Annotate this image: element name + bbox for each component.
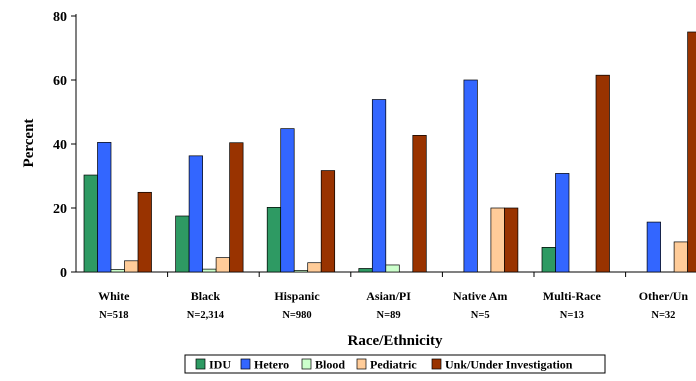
x-category-label: Black: [191, 289, 221, 303]
bar-pediatric-0: [124, 260, 139, 273]
x-category-label: Other/Un: [639, 289, 689, 303]
x-category-label: Native Am: [453, 289, 507, 303]
y-tick-label: 0: [60, 266, 67, 281]
legend-swatch-blood: [301, 358, 312, 370]
bar-unk-under-investigation-2: [320, 170, 336, 273]
legend-swatch-pediatric: [356, 358, 367, 370]
x-category-label: Hispanic: [274, 289, 320, 303]
legend-label: Hetero: [254, 358, 289, 372]
bar-hetero-0: [97, 142, 112, 273]
bar-unk-under-investigation-4: [504, 207, 519, 273]
legend-label: Blood: [315, 358, 345, 372]
legend: IDU Hetero Blood Pediatric Unk/Under Investi…: [184, 354, 606, 374]
legend-box: [184, 354, 606, 374]
bar-hetero-4: [463, 79, 478, 273]
x-category-n-label: N=2,314: [187, 310, 225, 321]
bar-unk-under-investigation-5: [595, 74, 610, 273]
legend-swatch-unk-under-investigation: [431, 358, 442, 370]
bar-idu-3: [358, 268, 373, 273]
bar-idu-0: [83, 174, 98, 273]
x-category-label: White: [98, 289, 130, 303]
x-category-n-label: N=32: [651, 310, 675, 321]
y-tick-label: 80: [53, 10, 67, 25]
bar-hetero-5: [555, 173, 570, 273]
bar-unk-under-investigation-3: [412, 135, 427, 273]
bar-unk-under-investigation-6: [687, 31, 696, 273]
x-axis-title: Race/Ethnicity: [348, 333, 443, 349]
bar-pediatric-4: [490, 207, 505, 273]
bar-pediatric-2: [307, 262, 322, 273]
bar-hetero-1: [188, 155, 203, 273]
y-tick-label: 20: [53, 202, 67, 217]
x-category-n-label: N=89: [377, 310, 401, 321]
bar-blood-0: [110, 269, 125, 273]
y-tick-label: 40: [53, 138, 67, 153]
x-category-label: Asian/PI: [366, 289, 411, 303]
bar-unk-under-investigation-0: [137, 191, 152, 273]
x-category-n-label: N=5: [471, 310, 490, 321]
bar-blood-1: [202, 268, 217, 273]
legend-label: IDU: [209, 358, 231, 372]
bar-unk-under-investigation-1: [229, 142, 244, 273]
bar-hetero-2: [280, 128, 295, 273]
y-ticks: 0 20 40 60 80: [53, 10, 76, 281]
bar-blood-3: [385, 264, 400, 273]
bar-hetero-3: [371, 99, 387, 273]
legend-label: Pediatric: [370, 358, 417, 372]
legend-label: Unk/Under Investigation: [445, 358, 573, 372]
bar-hetero-6: [646, 221, 661, 273]
bar-idu-2: [266, 207, 282, 273]
x-category-n-label: N=518: [99, 310, 128, 321]
bar-idu-5: [541, 247, 556, 273]
legend-swatch-idu: [195, 358, 206, 370]
legend-swatch-hetero: [240, 358, 251, 370]
x-labels: White N=518 Black N=2,314 Hispanic N=980 Asian…: [98, 289, 688, 321]
y-tick-label: 60: [53, 74, 67, 89]
bar-blood-2: [293, 270, 309, 273]
x-category-label: Multi-Race: [543, 289, 602, 303]
x-category-n-label: N=980: [282, 310, 311, 321]
bar-pediatric-6: [673, 241, 688, 273]
bars: [83, 31, 696, 277]
x-category-n-label: N=13: [560, 310, 584, 321]
bar-idu-1: [175, 215, 190, 273]
y-axis-title: Percent: [21, 119, 37, 168]
bar-pediatric-1: [215, 257, 230, 273]
